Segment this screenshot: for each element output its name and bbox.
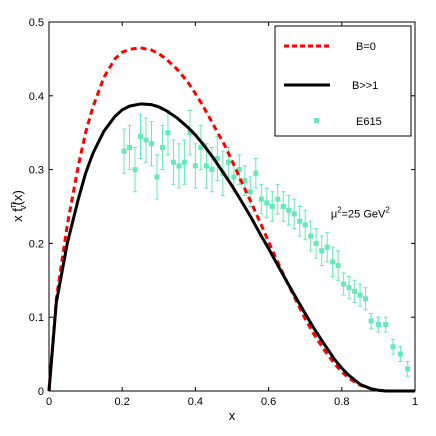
data-point: [198, 144, 204, 150]
legend: B=0 B>>1 E615: [274, 25, 412, 137]
y-tick-label: 0.5: [29, 17, 44, 29]
data-point: [375, 322, 381, 328]
data-point: [286, 207, 292, 213]
data-point: [231, 174, 237, 180]
data-point: [143, 137, 149, 143]
data-point: [368, 318, 374, 324]
series-line-b0: [47, 46, 415, 393]
data-point: [363, 296, 369, 302]
data-point: [280, 204, 286, 209]
y-tick-label: 0.3: [29, 165, 44, 177]
plot-frame: [48, 21, 416, 392]
data-point: [165, 130, 171, 136]
data-point: [291, 211, 297, 217]
data-point: [313, 240, 319, 246]
data-point: [258, 196, 264, 202]
y-axis-label-tail: (x): [10, 190, 25, 205]
data-point: [247, 189, 253, 195]
annotation-sup1: 2: [337, 206, 342, 215]
x-tick-label: 0: [46, 396, 52, 408]
data-point: [181, 159, 187, 165]
y-axis-label-sub: v: [18, 205, 28, 210]
data-point: [253, 170, 259, 176]
data-point: [297, 218, 303, 224]
data-point: [203, 163, 209, 169]
y-tick-label: 0.4: [29, 91, 44, 103]
data-point: [319, 248, 325, 254]
data-point: [275, 196, 281, 202]
data-point: [242, 178, 248, 184]
legend-label-e615: E615: [356, 116, 382, 128]
y-tick-label: 0.2: [29, 238, 44, 250]
y-tick-label: 0.1: [29, 312, 44, 324]
data-point: [132, 167, 138, 173]
series-line-bgg1: [47, 102, 415, 393]
data-point: [159, 144, 165, 150]
data-point: [214, 156, 220, 162]
y-axis-label-sup: π: [8, 202, 18, 208]
scale-annotation: μ2=25 GeV2: [331, 206, 391, 221]
data-point: [225, 159, 231, 165]
data-point: [357, 292, 363, 298]
data-point: [148, 141, 154, 147]
data-point: [264, 200, 270, 206]
data-point: [341, 281, 347, 287]
data-point: [236, 167, 242, 173]
data-point: [192, 163, 198, 169]
annotation-mid: =25 GeV: [342, 209, 386, 221]
data-point: [127, 144, 133, 150]
data-point: [170, 159, 176, 165]
data-point: [390, 344, 396, 350]
data-point: [302, 222, 308, 228]
svg-text:x fπv(x): x fπv(x): [8, 190, 28, 222]
data-point: [346, 285, 352, 291]
data-point: [335, 263, 341, 269]
legend-label-bgg1: B>>1: [352, 80, 378, 92]
data-point: [308, 233, 314, 239]
x-tick-label: 0.4: [188, 396, 203, 408]
x-tick-label: 0.2: [115, 396, 130, 408]
data-point: [383, 322, 389, 328]
x-tick-label: 1: [412, 396, 418, 408]
y-tick-label: 0: [38, 386, 44, 398]
data-point: [324, 244, 330, 250]
data-point: [154, 174, 160, 180]
legend-label-b0: B=0: [356, 41, 376, 53]
data-point: [269, 204, 275, 209]
y-axis-label-main: x f: [10, 208, 25, 222]
data-point: [405, 366, 411, 372]
legend-box: [274, 25, 412, 137]
data-point: [330, 259, 336, 265]
data-point: [187, 130, 193, 136]
x-tick-label: 0.8: [334, 396, 349, 408]
data-point: [176, 163, 182, 169]
legend-marker-e615: [314, 118, 319, 123]
data-point: [209, 167, 215, 173]
tick-group: 0 0.2 0.4 0.6 0.8 1 0 0.1 0.2 0.3 0.4 0.5: [29, 17, 418, 408]
data-point: [352, 288, 358, 294]
data-markers: [121, 130, 411, 372]
x-tick-label: 0.6: [261, 396, 276, 408]
data-point: [121, 148, 127, 154]
x-axis-label: x: [229, 408, 236, 423]
data-point: [138, 133, 143, 139]
data-point: [397, 351, 403, 357]
y-axis-label: x fπv(x): [8, 190, 28, 222]
annotation-sup2: 2: [385, 206, 390, 215]
annotation-mu: μ: [331, 209, 337, 221]
model-curves: [47, 46, 415, 393]
